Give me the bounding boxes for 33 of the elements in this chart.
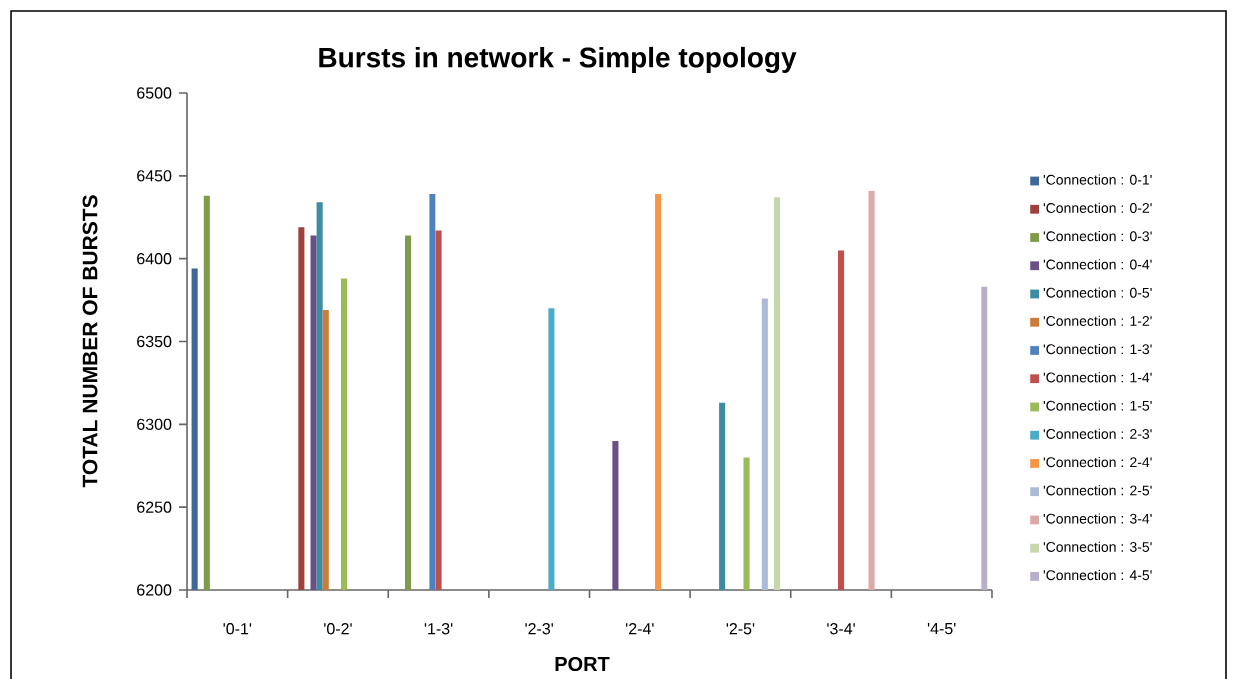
y-tick-label: 6450 bbox=[137, 170, 172, 182]
y-tick-label: 6500 bbox=[137, 87, 172, 99]
legend-label: 'Connection : 3-4' bbox=[1043, 513, 1152, 524]
legend-label: 'Connection : 0-4' bbox=[1043, 259, 1152, 270]
x-tick-label: '2-3' bbox=[525, 623, 553, 635]
x-tick-label: '2-5' bbox=[726, 623, 755, 635]
legend-label: 'Connection : 2-4' bbox=[1043, 456, 1152, 468]
legend-label: 'Connection : 0-3' bbox=[1043, 230, 1152, 242]
legend-label: 'Connection : 0-2' bbox=[1043, 202, 1152, 213]
y-tick-label: 6400 bbox=[137, 253, 172, 265]
legend-label: 'Connection : 1-4' bbox=[1043, 372, 1152, 383]
legend-label: 'Connection : 2-3' bbox=[1043, 428, 1152, 439]
y-axis-title: TOTAL NUMBER OF BURSTS bbox=[82, 195, 98, 488]
legend-label: 'Connection : 2-5' bbox=[1043, 485, 1152, 496]
chart-title: Bursts in network - Simple topology bbox=[319, 46, 797, 74]
x-tick-label: '4-5' bbox=[927, 623, 956, 635]
x-tick-label: '0-2' bbox=[324, 623, 352, 635]
legend-label: 'Connection : 1-5' bbox=[1043, 400, 1152, 411]
x-tick-label: '0-1' bbox=[223, 623, 252, 635]
y-tick-label: 6300 bbox=[137, 418, 172, 430]
x-axis-title: PORT bbox=[555, 656, 610, 672]
legend-label: 'Connection : 1-2' bbox=[1043, 315, 1152, 326]
y-tick-label: 6200 bbox=[137, 584, 172, 596]
legend-label: 'Connection : 0-1' bbox=[1043, 174, 1152, 185]
x-tick-label: '2-4' bbox=[626, 623, 654, 635]
legend-label: 'Connection : 0-5' bbox=[1043, 287, 1152, 298]
x-tick-label: '1-3' bbox=[424, 623, 453, 635]
legend-label: 'Connection : 3-5' bbox=[1043, 541, 1152, 552]
y-tick-label: 6250 bbox=[137, 501, 172, 513]
x-tick-label: '3-4' bbox=[827, 623, 855, 635]
legend-label: 'Connection : 4-5' bbox=[1043, 569, 1152, 581]
legend-label: 'Connection : 1-3' bbox=[1043, 343, 1152, 355]
y-tick-label: 6350 bbox=[137, 335, 172, 348]
